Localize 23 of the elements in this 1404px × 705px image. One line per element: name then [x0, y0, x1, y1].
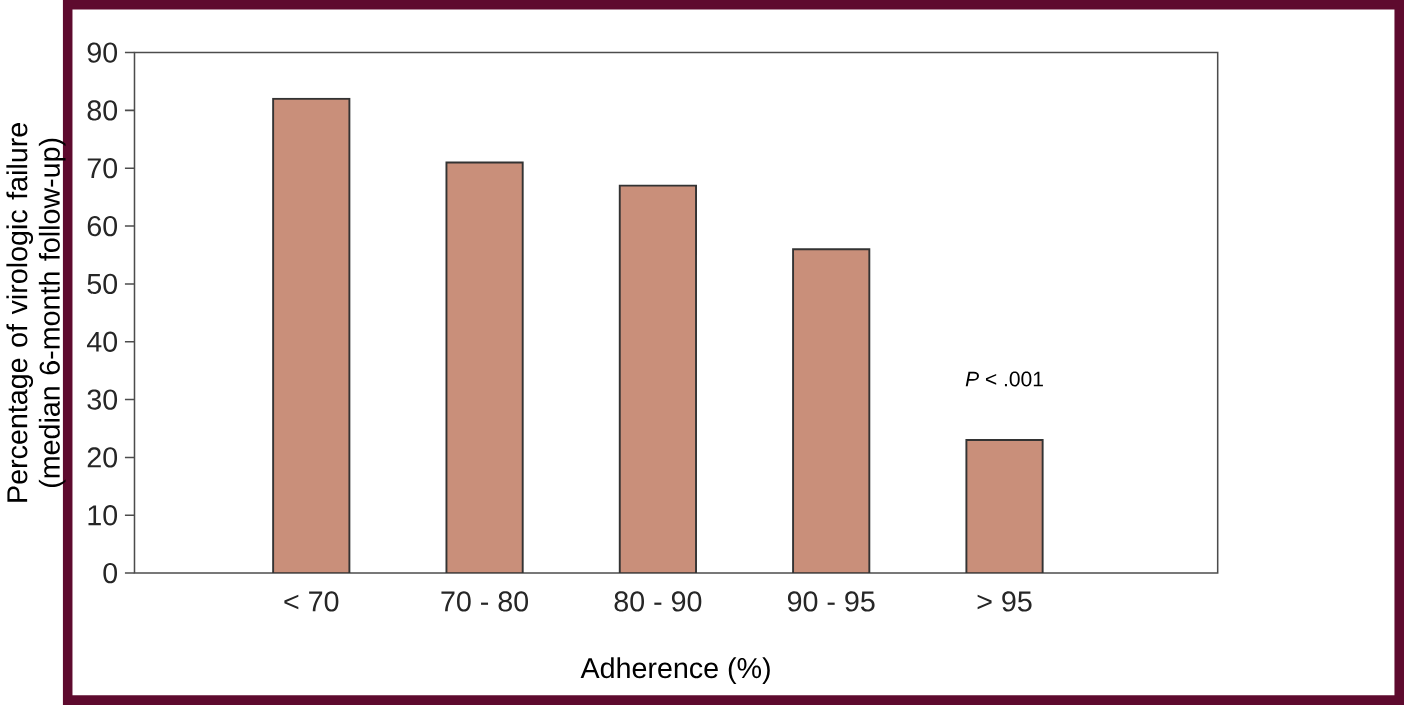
x-tick-label: > 95 [977, 591, 1032, 612]
bar [445, 161, 524, 574]
y-tick-label: 70 [87, 158, 118, 179]
x-tick-label: < 70 [284, 591, 339, 612]
x-tick-label: 70 - 80 [441, 591, 529, 612]
y-axis-title: Percentage of virologic failure (median 6-month follow-up) [6, 123, 66, 502]
bar [618, 184, 697, 574]
y-tick-label: 0 [103, 562, 118, 584]
y-tick-label: 50 [87, 273, 118, 295]
x-axis-title: Adherence (%) [580, 657, 770, 684]
y-tick-label: 20 [87, 447, 118, 468]
y-tick-label: 90 [87, 42, 118, 63]
bar [272, 97, 351, 574]
bar [965, 439, 1044, 574]
y-tick-label: 30 [87, 389, 118, 410]
y-tick-label: 80 [87, 100, 118, 121]
y-tick-label: 10 [88, 505, 118, 526]
y-tick-label: 40 [86, 331, 118, 352]
bar [792, 248, 871, 574]
x-tick-label: 90 - 95 [787, 591, 875, 612]
y-tick-label: 60 [87, 215, 118, 237]
annotation: P < .001 [965, 371, 1043, 387]
x-tick-label: 80 - 90 [614, 591, 702, 612]
